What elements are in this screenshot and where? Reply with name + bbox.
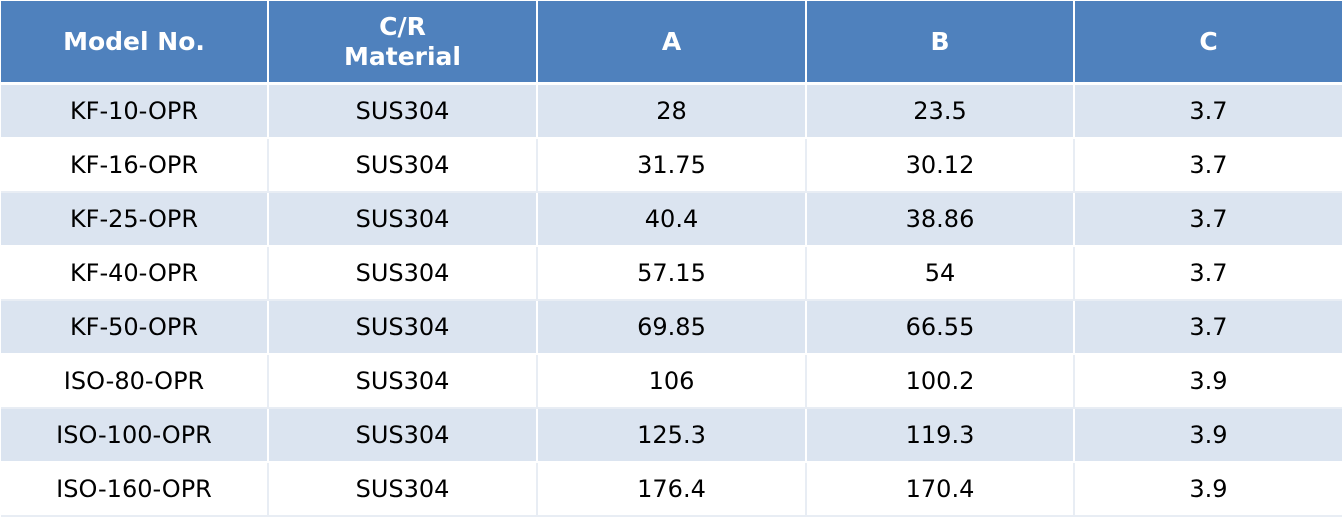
cell-c: 3.9 [1074,462,1342,517]
header-cr-material-line1: C/R [379,11,426,41]
cell-model-no: KF-40-OPR [1,246,269,301]
cell-cr-material: SUS304 [268,354,538,409]
cell-cr-material: SUS304 [268,246,538,301]
table-row: KF-16-OPR SUS304 31.75 30.12 3.7 [1,138,1342,193]
table-row: KF-10-OPR SUS304 28 23.5 3.7 [1,83,1342,139]
header-cr-material: C/R Material [268,1,538,85]
header-cr-material-line2: Material [344,41,461,71]
cell-a: 106 [537,354,807,409]
table-row: KF-25-OPR SUS304 40.4 38.86 3.7 [1,192,1342,247]
cell-cr-material: SUS304 [268,462,538,517]
cell-a: 69.85 [537,300,807,355]
cell-a: 28 [537,83,807,139]
table-row: KF-40-OPR SUS304 57.15 54 3.7 [1,246,1342,301]
cell-model-no: KF-50-OPR [1,300,269,355]
cell-cr-material: SUS304 [268,300,538,355]
cell-b: 30.12 [806,138,1075,193]
cell-cr-material: SUS304 [268,83,538,139]
cell-c: 3.7 [1074,138,1342,193]
cell-b: 23.5 [806,83,1075,139]
table-row: ISO-160-OPR SUS304 176.4 170.4 3.9 [1,462,1342,517]
cell-c: 3.7 [1074,246,1342,301]
cell-b: 66.55 [806,300,1075,355]
cell-model-no: ISO-160-OPR [1,462,269,517]
header-c: C [1074,1,1342,85]
cell-c: 3.7 [1074,300,1342,355]
table-row: KF-50-OPR SUS304 69.85 66.55 3.7 [1,300,1342,355]
cell-a: 57.15 [537,246,807,301]
cell-a: 40.4 [537,192,807,247]
cell-cr-material: SUS304 [268,408,538,463]
cell-c: 3.9 [1074,408,1342,463]
table-header: Model No. C/R Material A B C [1,1,1342,85]
cell-cr-material: SUS304 [268,138,538,193]
cell-b: 38.86 [806,192,1075,247]
cell-c: 3.7 [1074,83,1342,139]
cell-b: 100.2 [806,354,1075,409]
cell-model-no: KF-10-OPR [1,83,269,139]
cell-b: 170.4 [806,462,1075,517]
cell-model-no: ISO-80-OPR [1,354,269,409]
table-body: KF-10-OPR SUS304 28 23.5 3.7 KF-16-OPR S… [1,83,1342,517]
header-model-no: Model No. [1,1,269,85]
cell-c: 3.7 [1074,192,1342,247]
table-row: ISO-100-OPR SUS304 125.3 119.3 3.9 [1,408,1342,463]
cell-model-no: KF-16-OPR [1,138,269,193]
cell-model-no: KF-25-OPR [1,192,269,247]
cell-c: 3.9 [1074,354,1342,409]
cell-a: 31.75 [537,138,807,193]
header-b: B [806,1,1075,85]
cell-a: 125.3 [537,408,807,463]
header-a: A [537,1,807,85]
cell-b: 119.3 [806,408,1075,463]
cell-model-no: ISO-100-OPR [1,408,269,463]
cell-a: 176.4 [537,462,807,517]
cell-b: 54 [806,246,1075,301]
cell-cr-material: SUS304 [268,192,538,247]
header-row: Model No. C/R Material A B C [1,1,1342,85]
table-row: ISO-80-OPR SUS304 106 100.2 3.9 [1,354,1342,409]
